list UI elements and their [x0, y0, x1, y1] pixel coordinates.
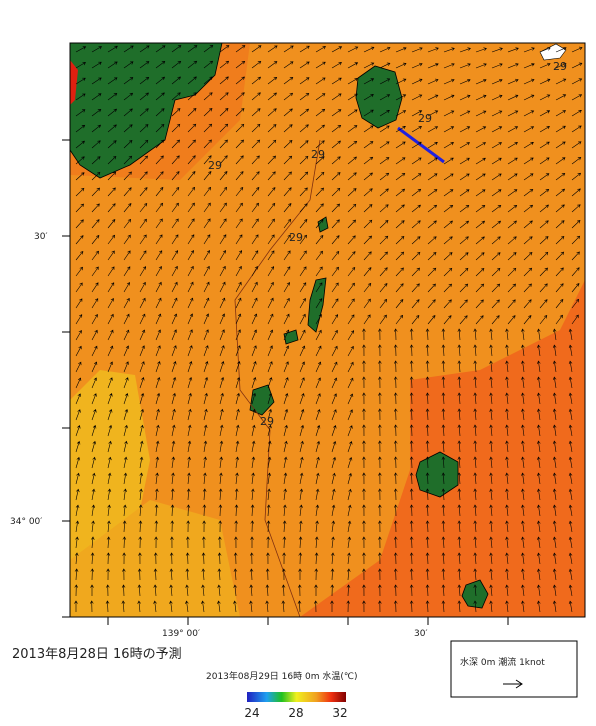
arrow-field	[74, 45, 583, 613]
island	[355, 65, 403, 129]
contour-label: 29	[418, 112, 432, 125]
island	[461, 579, 489, 609]
subtitle: 2013年08月29日 16時 0m 水温(℃)	[206, 670, 357, 682]
track	[397, 126, 445, 164]
map-frame	[69, 42, 586, 618]
colorbar	[247, 692, 346, 702]
legend-label: 水深 0m 潮流 1knot	[460, 656, 545, 668]
island	[249, 384, 275, 416]
lat-label: 34° 00′	[10, 517, 42, 527]
colorbar-tick: 24	[244, 706, 259, 720]
island	[307, 277, 327, 333]
contour-label: 29	[311, 148, 325, 161]
contour-label: 29	[289, 231, 303, 244]
contour-label: 29	[553, 60, 567, 73]
lon-label: 139° 00′	[162, 629, 200, 639]
legend-arrow	[503, 679, 523, 689]
ticks	[62, 139, 509, 625]
lon-label: 30′	[414, 629, 428, 639]
contour-label: 29	[208, 159, 222, 172]
lat-label: 30′	[34, 232, 48, 242]
sea-zone	[70, 500, 240, 617]
title: 2013年8月28日 16時の予測	[12, 647, 182, 662]
island	[415, 451, 459, 498]
map: 29 29 29 29 29 29	[70, 43, 585, 617]
colorbar-tick: 32	[332, 706, 347, 720]
sea-zone	[300, 280, 585, 617]
contour-label: 29	[260, 415, 274, 428]
current-arrows	[74, 45, 583, 613]
land-edge	[70, 60, 78, 105]
colorbar-tick: 28	[288, 706, 303, 720]
island	[539, 43, 567, 61]
legend-box	[450, 640, 578, 698]
island	[283, 329, 299, 345]
